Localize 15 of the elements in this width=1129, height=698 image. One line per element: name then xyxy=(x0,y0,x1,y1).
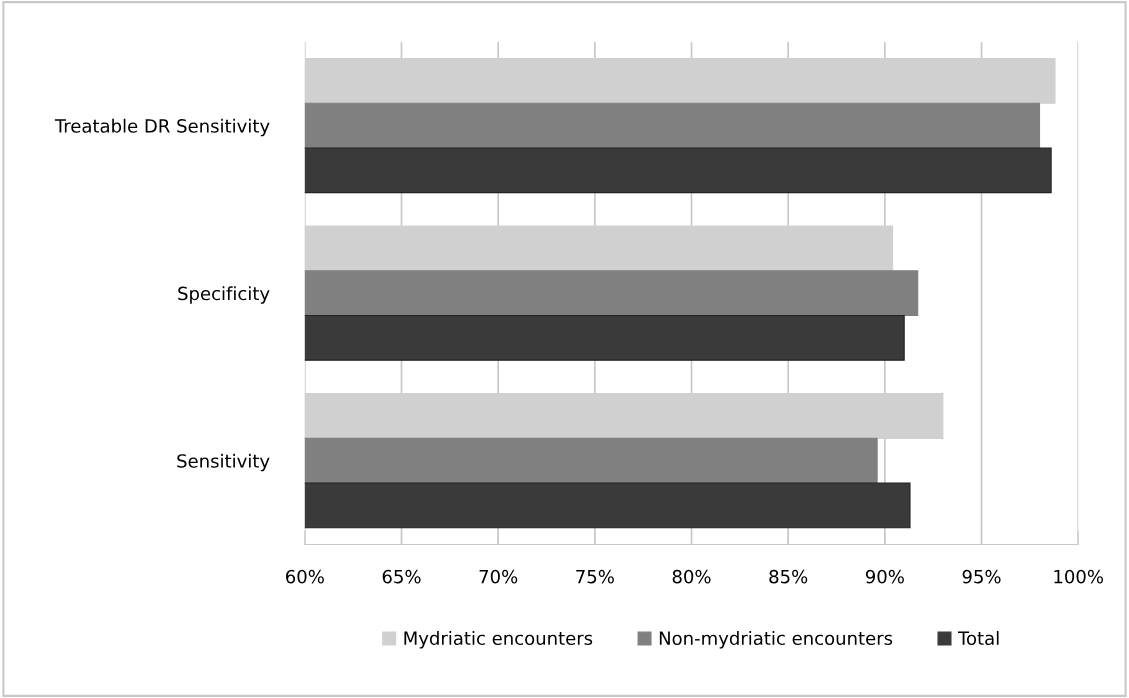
legend-label: Non-mydriatic encounters xyxy=(659,631,893,649)
x-tick-label: 100% xyxy=(1054,569,1104,584)
x-tick-label: 65% xyxy=(382,569,421,584)
x-tick-label: 75% xyxy=(576,569,614,584)
y-tick-label: Sensitivity xyxy=(177,453,270,472)
y-tick-label: Specificity xyxy=(178,286,270,304)
x-tick-label: 95% xyxy=(962,569,1001,584)
x-tick-label: 70% xyxy=(479,569,518,584)
legend-label: Total xyxy=(957,631,999,646)
x-tick-label: 85% xyxy=(769,569,808,584)
y-tick-label: Treatable DR Sensitivity xyxy=(54,118,270,137)
legend-label: Mydriatic encounters xyxy=(404,631,593,649)
x-tick-label: 60% xyxy=(286,569,324,584)
x-tick-label: 90% xyxy=(865,569,904,584)
x-tick-label: 80% xyxy=(672,569,711,584)
